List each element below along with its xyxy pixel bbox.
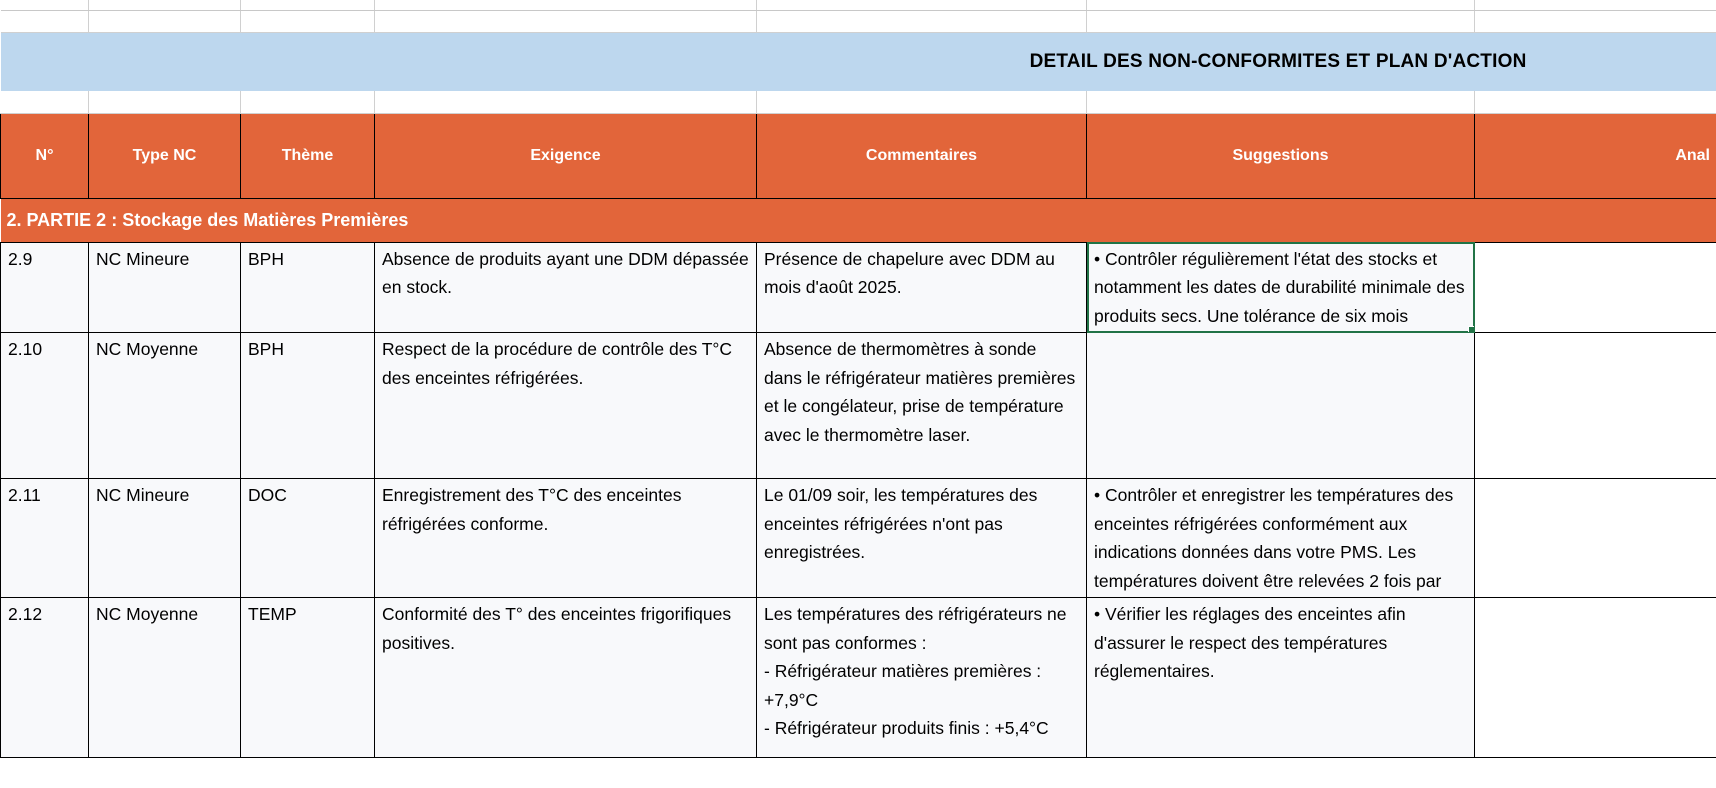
cell-analyse[interactable]	[1474, 332, 1716, 479]
selection-fill-handle[interactable]	[1468, 326, 1474, 332]
cell-text: Enregistrement des T°C des enceintes réf…	[382, 485, 687, 534]
cell-theme[interactable]: TEMP	[240, 597, 375, 758]
cell-num[interactable]: 2.12	[0, 597, 89, 758]
clipped-top-row	[0, 0, 1716, 11]
empty-cell[interactable]	[756, 10, 1087, 33]
banner-row: DETAIL DES NON-CONFORMITES ET PLAN D'ACT…	[0, 32, 1716, 91]
cell-theme[interactable]: BPH	[240, 332, 375, 479]
cell-text: NC Moyenne	[96, 604, 199, 624]
cell-analyse[interactable]	[1474, 478, 1716, 598]
banner-title: DETAIL DES NON-CONFORMITES ET PLAN D'ACT…	[1029, 51, 1527, 72]
cell-text: Présence de chapelure avec DDM au mois d…	[764, 248, 1060, 298]
section-header-row: 2. PARTIE 2 : Stockage des Matières Prem…	[0, 197, 1716, 243]
cell-text: NC Mineure	[96, 485, 190, 505]
cell-commentaires[interactable]: Absence de thermomètres à sonde dans le …	[756, 332, 1087, 479]
cell-suggestions[interactable]: • Contrôler et enregistrer les températu…	[1086, 478, 1475, 598]
cell-num[interactable]: 2.10	[0, 332, 89, 479]
cell-num[interactable]: 2.9	[0, 242, 89, 333]
cell-exigence[interactable]: Absence de produits ayant une DDM dépass…	[374, 242, 757, 333]
empty-row	[0, 10, 1716, 33]
clipped-cell[interactable]	[88, 0, 241, 11]
column-header-exigence[interactable]: Exigence	[374, 112, 757, 199]
empty-cell[interactable]	[240, 91, 375, 114]
cell-analyse[interactable]	[1474, 597, 1716, 758]
empty-row	[0, 91, 1716, 114]
cell-theme[interactable]: DOC	[240, 478, 375, 598]
cell-exigence[interactable]: Conformité des T° des enceintes frigorif…	[374, 597, 757, 758]
empty-cell[interactable]	[374, 91, 757, 114]
cell-suggestions-selected[interactable]: • Contrôler régulièrement l'état des sto…	[1086, 242, 1475, 333]
empty-cell[interactable]	[1474, 91, 1716, 114]
report-banner: DETAIL DES NON-CONFORMITES ET PLAN D'ACT…	[0, 32, 1716, 91]
clipped-cell[interactable]	[1474, 0, 1716, 11]
table-row: 2.11 NC Mineure DOC Enregistrement des T…	[0, 478, 1716, 598]
cell-suggestions[interactable]: • Vérifier les réglages des enceintes af…	[1086, 597, 1475, 758]
column-header-analyse[interactable]: Anal	[1474, 112, 1716, 199]
cell-text: Absence de produits ayant une DDM dépass…	[382, 248, 754, 298]
cell-text: 2.9	[8, 248, 33, 269]
cell-theme[interactable]: BPH	[240, 242, 375, 333]
clipped-cell[interactable]	[0, 0, 89, 11]
cell-suggestions[interactable]	[1086, 332, 1475, 479]
empty-cell[interactable]	[756, 91, 1087, 114]
empty-cell[interactable]	[1474, 10, 1716, 33]
cell-type[interactable]: NC Moyenne	[88, 597, 241, 758]
cell-commentaires[interactable]: Les températures des réfrigérateurs ne s…	[756, 597, 1087, 758]
empty-cell[interactable]	[88, 10, 241, 33]
clipped-cell[interactable]	[1086, 0, 1475, 11]
cell-type[interactable]: NC Moyenne	[88, 332, 241, 479]
cell-text: • Contrôler régulièrement l'état des sto…	[1094, 248, 1470, 326]
column-header-num[interactable]: N°	[0, 112, 89, 199]
empty-cell[interactable]	[1086, 91, 1475, 114]
cell-exigence[interactable]: Enregistrement des T°C des enceintes réf…	[374, 478, 757, 598]
empty-cell[interactable]	[374, 10, 757, 33]
column-header-theme[interactable]: Thème	[240, 112, 375, 199]
clipped-cell[interactable]	[374, 0, 757, 11]
cell-text: BPH	[248, 339, 284, 359]
empty-cell[interactable]	[240, 10, 375, 33]
cell-text: 2.11	[8, 485, 41, 505]
cell-exigence[interactable]: Respect de la procédure de contrôle des …	[374, 332, 757, 479]
cell-text: • Contrôler et enregistrer les températu…	[1094, 485, 1459, 591]
cell-text: 2.12	[8, 604, 43, 624]
cell-analyse[interactable]	[1474, 242, 1716, 333]
table-row: 2.12 NC Moyenne TEMP Conformité des T° d…	[0, 597, 1716, 758]
cell-text: Conformité des T° des enceintes frigorif…	[382, 604, 736, 653]
empty-cell[interactable]	[0, 91, 89, 114]
cell-text: 2.10	[8, 339, 43, 359]
cell-text: Le 01/09 soir, les températures des ence…	[764, 485, 1043, 562]
cell-text: Les températures des réfrigérateurs ne s…	[764, 604, 1067, 738]
cell-text: BPH	[248, 248, 284, 269]
cell-type[interactable]: NC Mineure	[88, 478, 241, 598]
section-title[interactable]: 2. PARTIE 2 : Stockage des Matières Prem…	[0, 197, 1716, 243]
cell-text: Respect de la procédure de contrôle des …	[382, 339, 737, 388]
table-header-row: N° Type NC Thème Exigence Commentaires S…	[0, 112, 1716, 199]
cell-text: DOC	[248, 485, 287, 505]
column-header-commentaires[interactable]: Commentaires	[756, 112, 1087, 199]
cell-text: • Vérifier les réglages des enceintes af…	[1094, 604, 1411, 681]
cell-text: Absence de thermomètres à sonde dans le …	[764, 339, 1081, 445]
clipped-cell[interactable]	[756, 0, 1087, 11]
column-header-type[interactable]: Type NC	[88, 112, 241, 199]
empty-cell[interactable]	[0, 10, 89, 33]
worksheet-grid: DETAIL DES NON-CONFORMITES ET PLAN D'ACT…	[0, 0, 1716, 758]
table-row: 2.10 NC Moyenne BPH Respect de la procéd…	[0, 332, 1716, 479]
cell-commentaires[interactable]: Le 01/09 soir, les températures des ence…	[756, 478, 1087, 598]
cell-num[interactable]: 2.11	[0, 478, 89, 598]
cell-commentaires[interactable]: Présence de chapelure avec DDM au mois d…	[756, 242, 1087, 333]
cell-text: NC Mineure	[96, 248, 190, 269]
cell-text: TEMP	[248, 604, 297, 624]
clipped-cell[interactable]	[240, 0, 375, 11]
table-row: 2.9 NC Mineure BPH Absence de produits a…	[0, 242, 1716, 333]
empty-cell[interactable]	[1086, 10, 1475, 33]
cell-type[interactable]: NC Mineure	[88, 242, 241, 333]
cell-text: NC Moyenne	[96, 339, 199, 359]
empty-cell[interactable]	[88, 91, 241, 114]
column-header-suggestions[interactable]: Suggestions	[1086, 112, 1475, 199]
